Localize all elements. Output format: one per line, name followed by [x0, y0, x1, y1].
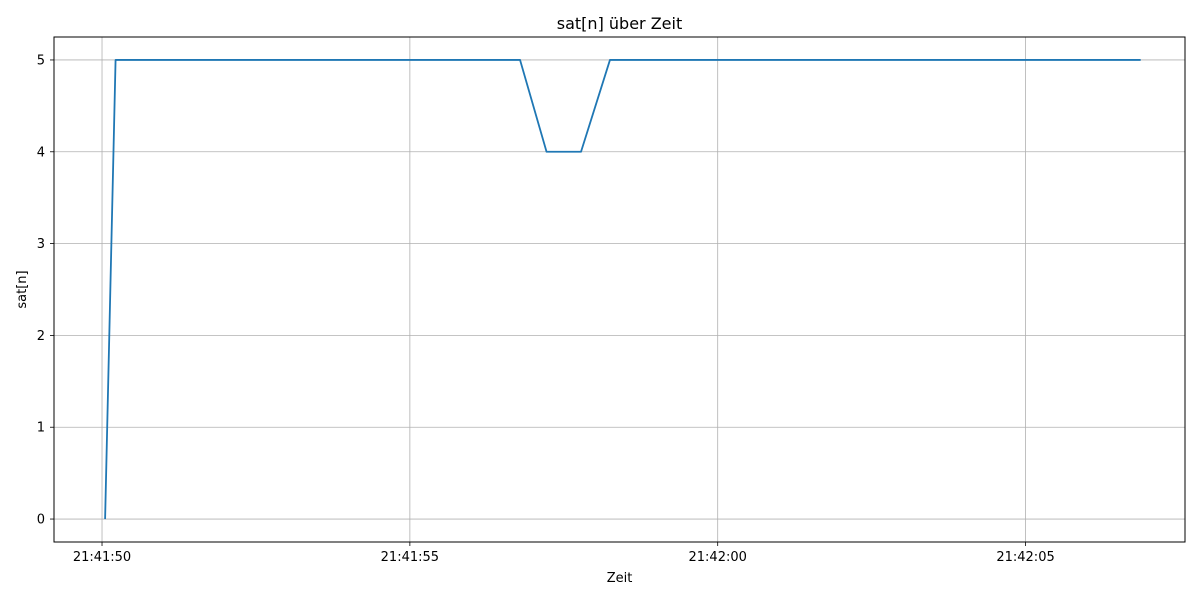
y-tick-label: 1 [37, 421, 45, 436]
plot-frame [53, 36, 1186, 543]
x-tick-label: 21:42:05 [996, 550, 1054, 565]
x-tick-label: 21:42:00 [689, 550, 747, 565]
series-layer [104, 59, 1141, 520]
x-tick-label: 21:41:55 [381, 550, 439, 565]
x-axis: 21:41:50 21:41:55 21:42:00 21:42:05 [73, 542, 1055, 565]
y-tick-label: 3 [37, 237, 45, 252]
chart-title: sat[n] über Zeit [557, 14, 682, 33]
y-axis-title: sat[n] [15, 270, 30, 308]
series-line-0 [104, 59, 1141, 520]
y-tick-label: 2 [37, 329, 45, 344]
x-tick-label: 21:41:50 [73, 550, 131, 565]
y-tick-label: 4 [37, 145, 45, 160]
x-axis-title: Zeit [607, 571, 633, 586]
y-tick-label: 5 [37, 53, 45, 68]
y-tick-label: 0 [37, 513, 45, 528]
y-axis: 0 1 2 3 4 5 [37, 53, 54, 528]
plot-background [54, 37, 1185, 542]
